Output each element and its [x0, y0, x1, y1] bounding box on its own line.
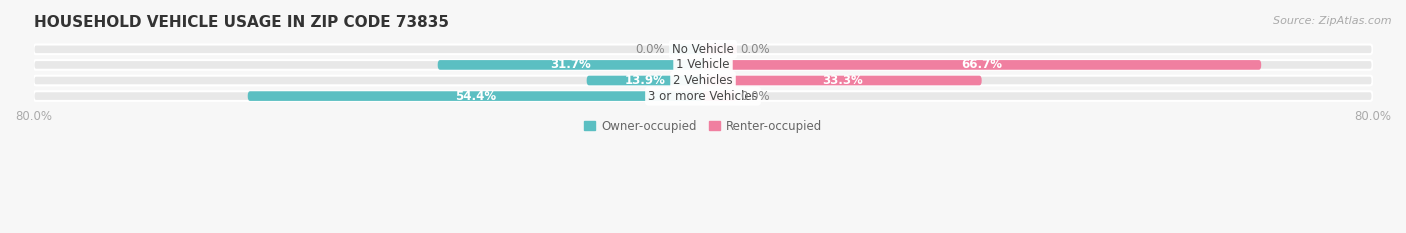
Text: 3 or more Vehicles: 3 or more Vehicles	[648, 89, 758, 103]
Text: 13.9%: 13.9%	[624, 74, 665, 87]
FancyBboxPatch shape	[34, 91, 1372, 101]
Text: Source: ZipAtlas.com: Source: ZipAtlas.com	[1274, 16, 1392, 26]
FancyBboxPatch shape	[34, 45, 1372, 54]
Text: 66.7%: 66.7%	[962, 58, 1002, 72]
Text: 1 Vehicle: 1 Vehicle	[676, 58, 730, 72]
Legend: Owner-occupied, Renter-occupied: Owner-occupied, Renter-occupied	[579, 115, 827, 137]
FancyBboxPatch shape	[703, 91, 737, 101]
FancyBboxPatch shape	[34, 60, 1372, 70]
FancyBboxPatch shape	[703, 45, 737, 54]
FancyBboxPatch shape	[703, 60, 1261, 70]
Text: 2 Vehicles: 2 Vehicles	[673, 74, 733, 87]
FancyBboxPatch shape	[586, 76, 703, 85]
FancyBboxPatch shape	[703, 76, 981, 85]
Text: HOUSEHOLD VEHICLE USAGE IN ZIP CODE 73835: HOUSEHOLD VEHICLE USAGE IN ZIP CODE 7383…	[34, 15, 449, 30]
FancyBboxPatch shape	[247, 91, 703, 101]
Text: 0.0%: 0.0%	[741, 89, 770, 103]
Text: 0.0%: 0.0%	[741, 43, 770, 56]
FancyBboxPatch shape	[437, 60, 703, 70]
Text: 0.0%: 0.0%	[636, 43, 665, 56]
FancyBboxPatch shape	[34, 76, 1372, 85]
Text: 54.4%: 54.4%	[454, 89, 496, 103]
FancyBboxPatch shape	[669, 45, 703, 54]
Text: 31.7%: 31.7%	[550, 58, 591, 72]
Text: No Vehicle: No Vehicle	[672, 43, 734, 56]
Text: 33.3%: 33.3%	[823, 74, 863, 87]
